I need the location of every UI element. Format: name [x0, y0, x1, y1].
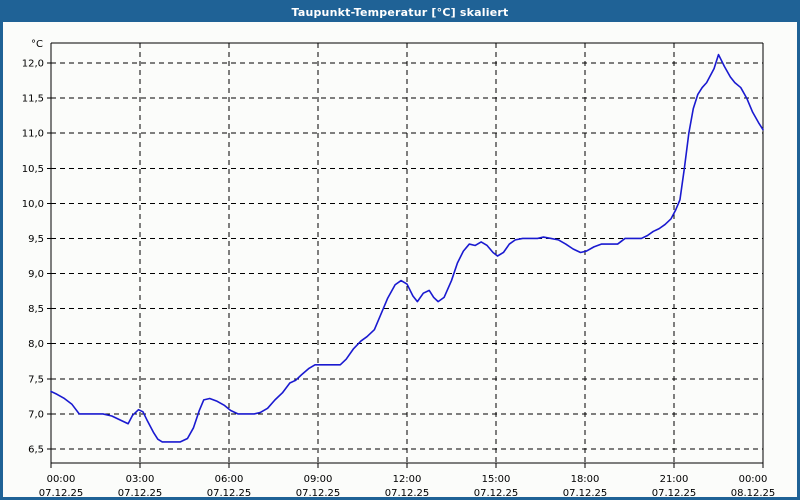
y-tick-label: 7,5	[28, 374, 44, 385]
y-tick-label: 8,5	[28, 304, 44, 315]
y-tick-label: 9,5	[28, 234, 44, 245]
vertical-gridlines	[139, 43, 675, 463]
y-tick-label: 8,0	[28, 339, 44, 350]
y-tick-label: 6,5	[28, 445, 44, 456]
x-tick-date-label: 07.12.25	[385, 488, 430, 497]
x-tick-time-label: 09:00	[304, 474, 333, 485]
x-tick-date-label: 07.12.25	[474, 488, 519, 497]
x-tick-time-label: 18:00	[571, 474, 600, 485]
x-tick-time-label: 00:00	[47, 474, 76, 485]
x-tick-date-label: 07.12.25	[296, 488, 341, 497]
y-tick-label: 10,5	[22, 164, 44, 175]
x-tick-time-label: 21:00	[660, 474, 689, 485]
x-tick-time-label: 06:00	[215, 474, 244, 485]
x-tick-date-label: 07.12.25	[207, 488, 252, 497]
y-tick-label: 11,0	[22, 129, 44, 140]
x-tick-date-label: 07.12.25	[652, 488, 697, 497]
x-axis-tick-labels: 00:00 07.12.25 03:00 07.12.25 06:00 07.12.25 0…	[39, 474, 776, 497]
plot-frame	[47, 42, 764, 468]
y-tick-label: 11,5	[22, 94, 44, 105]
line-chart: 12,0 11,5 11,0 10,5 10,0 9,5 9,0 8,5 8,0 7,5 7,0 6,…	[22, 39, 776, 497]
y-axis-unit-label: °C	[31, 39, 43, 50]
x-tick-date-label: 07.12.25	[118, 488, 163, 497]
x-tick-time-label: 12:00	[393, 474, 422, 485]
y-tick-label: 7,0	[28, 409, 44, 420]
dewpoint-series-line	[50, 53, 764, 443]
y-tick-label: 12,0	[22, 59, 44, 70]
x-tick-date-label: 07.12.25	[39, 488, 84, 497]
y-axis-tick-labels: 12,0 11,5 11,0 10,5 10,0 9,5 9,0 8,5 8,0 7,5 7,0 6,…	[22, 59, 44, 456]
x-tick-time-label: 15:00	[482, 474, 511, 485]
window-title: Taupunkt-Temperatur [°C] skaliert	[3, 3, 797, 22]
x-tick-date-label: 08.12.25	[731, 488, 776, 497]
x-tick-time-label: 00:00	[739, 474, 768, 485]
x-tick-date-label: 07.12.25	[563, 488, 608, 497]
chart-canvas: 12,0 11,5 11,0 10,5 10,0 9,5 9,0 8,5 8,0 7,5 7,0 6,…	[3, 22, 797, 497]
y-tick-label: 9,0	[28, 269, 44, 280]
x-tick-time-label: 03:00	[126, 474, 155, 485]
horizontal-gridlines	[51, 62, 763, 450]
y-tick-label: 10,0	[22, 199, 44, 210]
